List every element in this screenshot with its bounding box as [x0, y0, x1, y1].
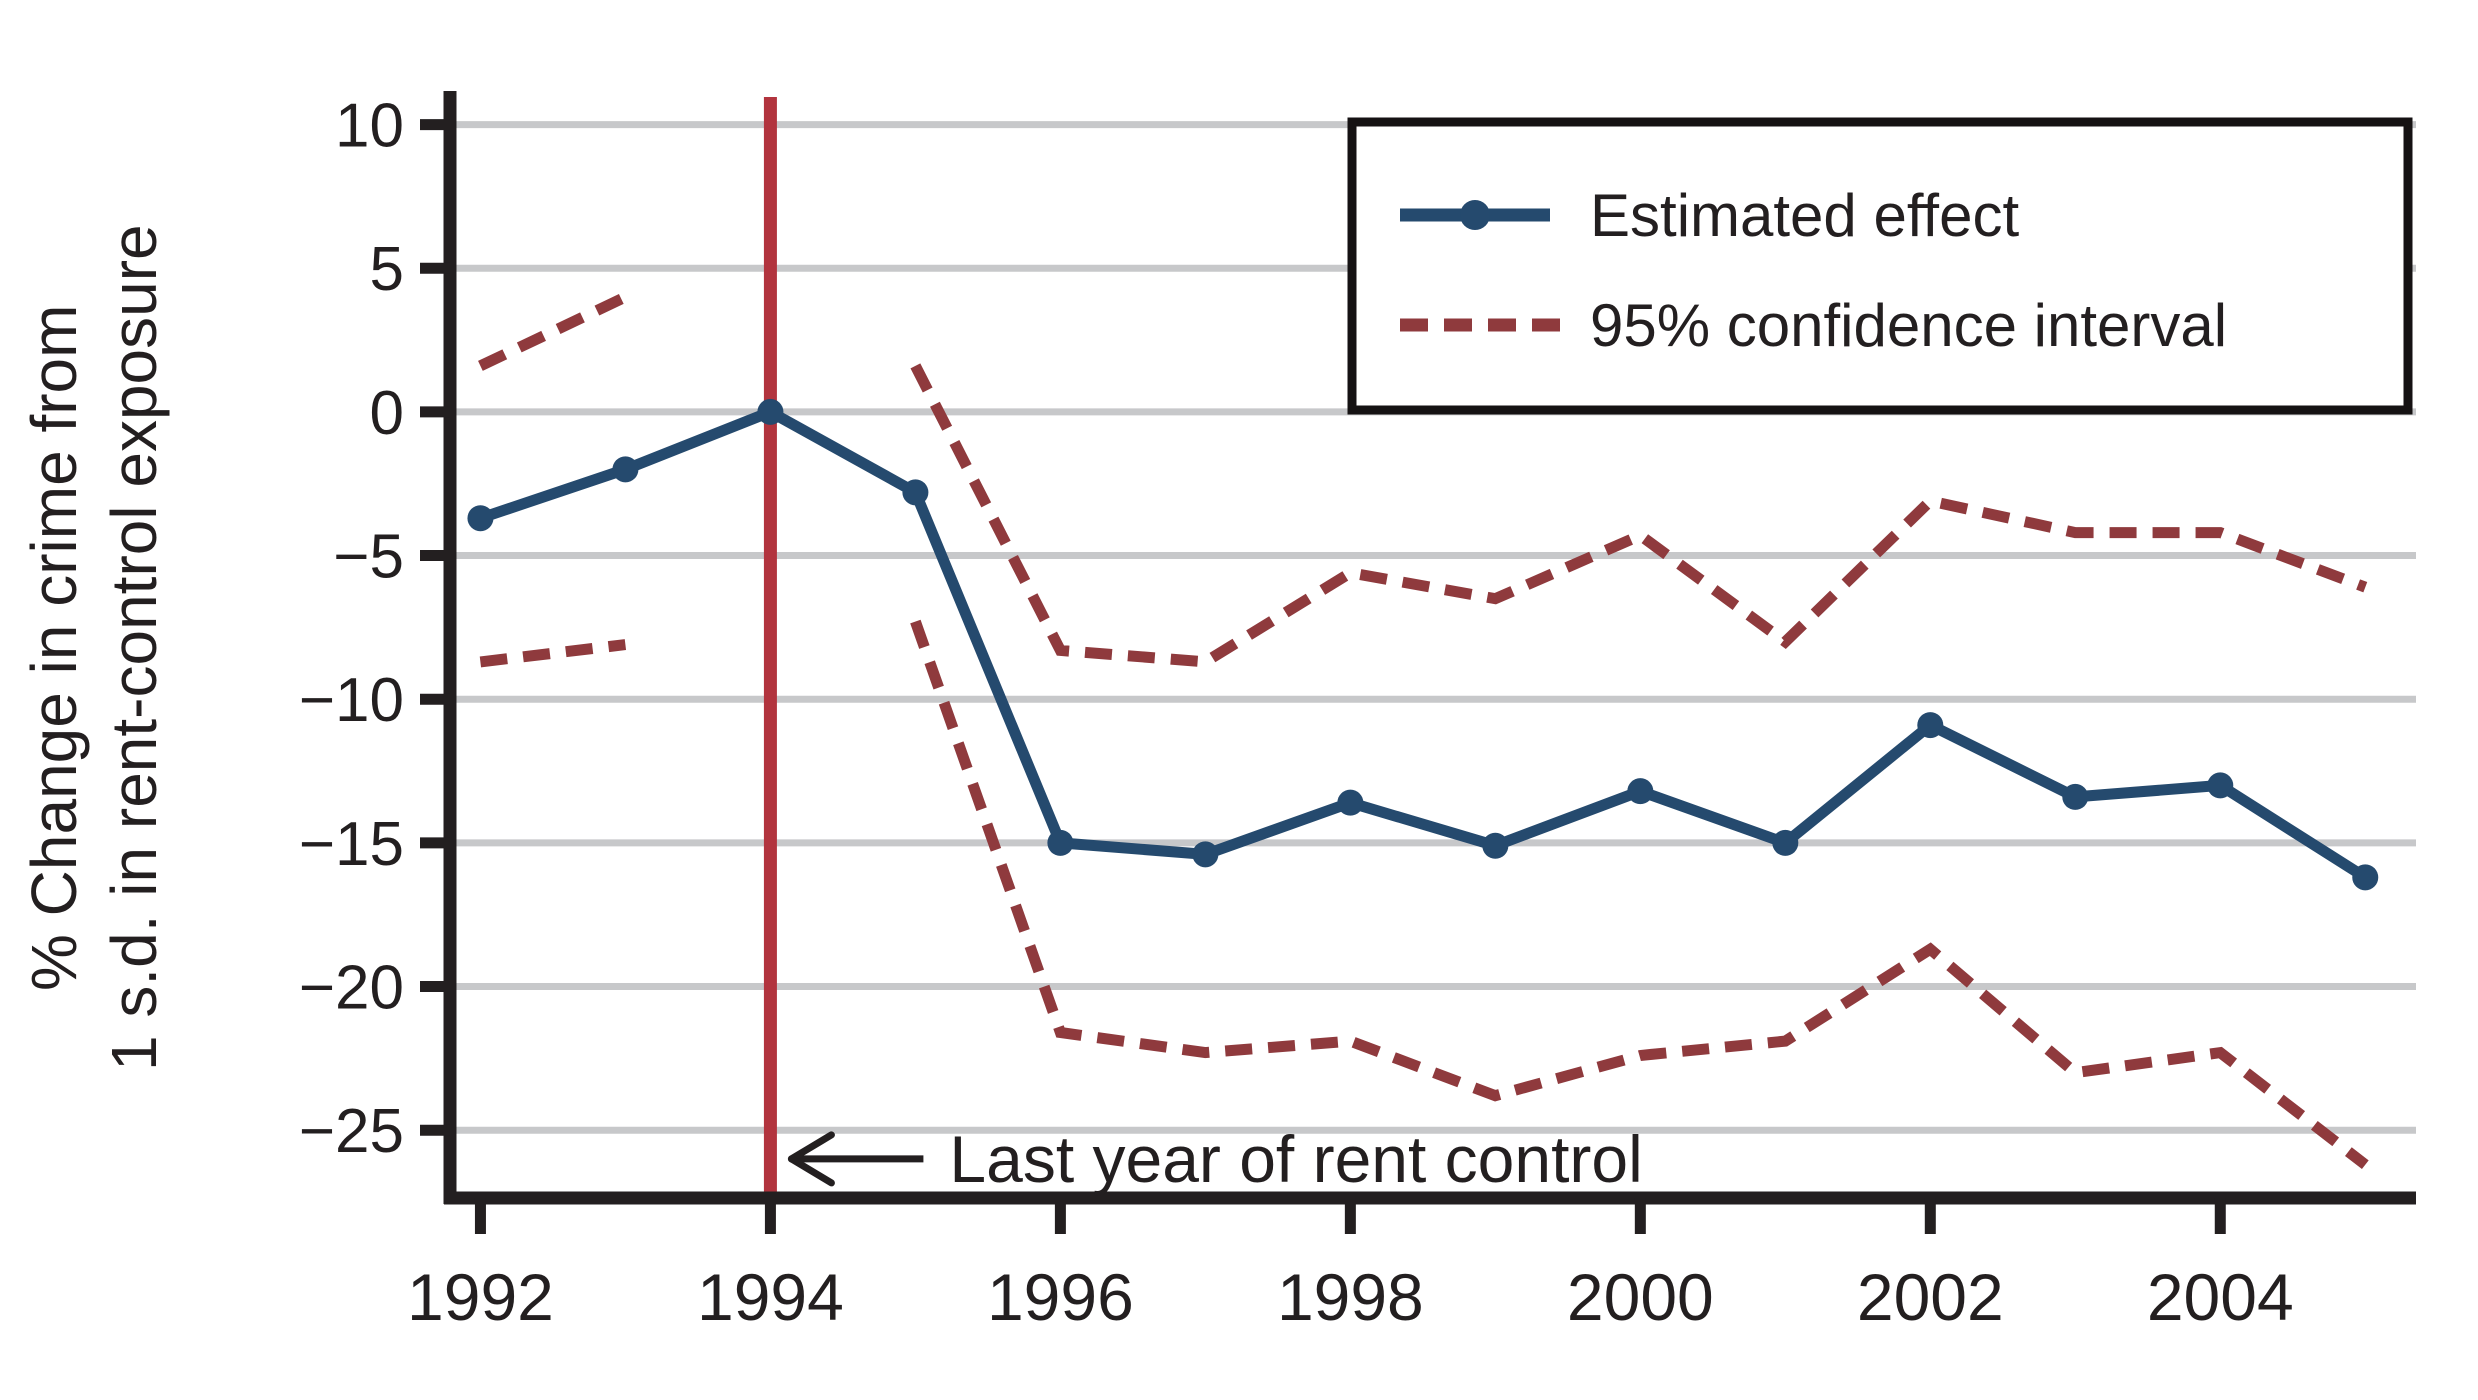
- y-tick-label-5: 5: [370, 235, 404, 304]
- data-point-2005: [2352, 864, 2379, 891]
- data-point-2001: [1772, 829, 1799, 856]
- data-point-1997: [1192, 841, 1219, 868]
- data-point-1996: [1047, 829, 1074, 856]
- data-point-1994: [757, 398, 784, 425]
- y-tick-label-0: 0: [370, 379, 404, 448]
- data-point-1992: [467, 505, 494, 532]
- x-tick-label-2002: 2002: [1857, 1260, 2004, 1334]
- x-axis-ticks: 1992 1994 1996 1998 2000 2002 2004: [407, 1198, 2294, 1334]
- x-tick-label-1996: 1996: [987, 1260, 1134, 1334]
- x-tick-label-1992: 1992: [407, 1260, 554, 1334]
- y-tick-label--15: −15: [299, 810, 404, 879]
- data-point-1995: [902, 479, 929, 506]
- legend: Estimated effect 95% confidence interval: [1347, 117, 2413, 415]
- y-tick-label--20: −20: [299, 954, 404, 1023]
- x-tick-label-2004: 2004: [2147, 1260, 2294, 1334]
- series-ci_lower: [479, 619, 2369, 1170]
- x-tick-label-1994: 1994: [697, 1260, 844, 1334]
- y-tick-label-10: 10: [335, 92, 404, 161]
- x-tick-label-1998: 1998: [1277, 1260, 1424, 1334]
- legend-marker-icon: [1460, 200, 1490, 230]
- legend-label-0: Estimated effect: [1590, 182, 2019, 249]
- legend-label-1: 95% confidence interval: [1590, 292, 2227, 359]
- data-point-1999: [1482, 832, 1509, 859]
- series-ci_upper: [478, 292, 2368, 668]
- y-tick-label--25: −25: [299, 1097, 404, 1166]
- data-point-1998: [1337, 789, 1364, 816]
- data-point-2000: [1627, 778, 1654, 805]
- series-estimated_effect: [467, 398, 2379, 891]
- annotation: Last year of rent control: [787, 1122, 1643, 1196]
- y-tick-label--5: −5: [333, 523, 404, 592]
- data-point-1993: [612, 456, 639, 483]
- annotation-text: Last year of rent control: [949, 1122, 1642, 1196]
- y-axis-ticks: 10 5 0 −5 −10 −15 −20 −25: [299, 92, 450, 1166]
- data-point-2003: [2062, 783, 2089, 810]
- y-tick-label--10: −10: [299, 666, 404, 735]
- data-point-2004: [2207, 772, 2234, 799]
- x-tick-label-2000: 2000: [1567, 1260, 1714, 1334]
- data-point-2002: [1917, 712, 1944, 739]
